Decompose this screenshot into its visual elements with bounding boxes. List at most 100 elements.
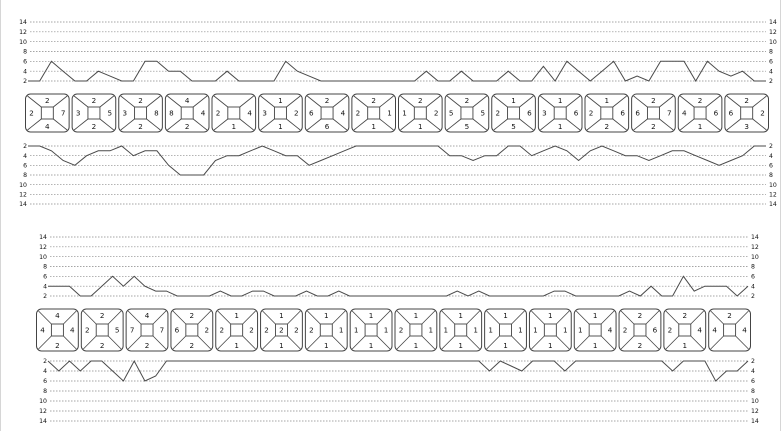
lower-tooth-diagonal-10-2 — [441, 335, 456, 350]
lower-tooth-12: 1 1 1 1 — [528, 308, 572, 352]
lower-tooth-diagonal-8-2 — [351, 335, 366, 350]
lower-tooth-diagonal-4-1 — [197, 310, 212, 325]
lower-tooth-14-top: 2 — [638, 311, 643, 320]
lower-tooth-diagonal-2-3 — [107, 335, 122, 350]
upper-top-probing-line — [28, 60, 766, 82]
upper-tooth-diagonal-13-0 — [586, 95, 602, 108]
lower-tooth-3-bottom: 2 — [145, 341, 150, 350]
upper-tooth-diagonal-12-0 — [540, 95, 555, 108]
upper-tooth-diagonal-7-2 — [307, 118, 322, 131]
lower-top-scale-right-10: 10 — [751, 254, 759, 261]
lower-tooth-4-bottom: 2 — [190, 341, 195, 350]
lower-tooth-diagonal-11-2 — [486, 335, 500, 350]
lower-tooth-15: 212 4 — [663, 308, 707, 352]
lower-tooth-14: 2 2 2 6 — [618, 308, 662, 352]
upper-tooth-diagonal-6-1 — [286, 95, 301, 108]
upper-tooth-13: 1 2 2 6 — [584, 93, 630, 133]
lower-bottom-scale-right-4: 4 — [751, 368, 755, 375]
upper-tooth-diagonal-12-3 — [565, 118, 581, 131]
upper-tooth-center-3 — [134, 106, 148, 120]
upper-tooth-diagonal-16-3 — [752, 118, 767, 131]
lower-tooth-diagonal-12-2 — [531, 335, 545, 350]
upper-tooth-diagonal-10-3 — [472, 118, 487, 131]
upper-tooth-diagonal-12-1 — [565, 95, 581, 108]
upper-tooth-11-bottom: 5 — [511, 122, 516, 131]
lower-tooth-4-right: 2 — [204, 326, 209, 335]
upper-tooth-diagonal-14-1 — [659, 95, 674, 108]
lower-tooth-diagonal-13-3 — [600, 335, 615, 350]
upper-tooth-diagonal-1-1 — [53, 95, 68, 108]
upper-tooth-3-top: 2 — [138, 96, 143, 105]
upper-tooth-diagonal-10-1 — [472, 95, 487, 108]
lower-tooth-center-1 — [50, 323, 64, 337]
upper-top-scale-right-4: 4 — [769, 68, 773, 75]
upper-bottom-scale-left-8: 8 — [23, 172, 27, 179]
lower-tooth-11-right: 1 — [518, 326, 523, 335]
lower-tooth-16-left: 4 — [712, 326, 717, 335]
lower-tooth-diagonal-1-1 — [63, 310, 77, 325]
lower-tooth-center-4 — [185, 323, 199, 337]
upper-tooth-diagonal-2-0 — [73, 95, 89, 108]
lower-top-scale-right-6: 6 — [751, 274, 755, 281]
upper-tooth-5-bottom: 1 — [232, 122, 237, 131]
upper-tooth-8-right: 1 — [387, 109, 392, 118]
lower-tooth-diagonal-9-3 — [421, 335, 436, 350]
lower-tooth-diagonal-6-2 — [262, 335, 276, 350]
upper-tooth-diagonal-16-0 — [726, 95, 741, 108]
lower-tooth-5: 1 1 2 2 — [215, 308, 259, 352]
upper-tooth-diagonal-3-3 — [146, 118, 161, 131]
lower-tooth-4: 226 2 — [170, 308, 214, 352]
lower-tooth-6-left: 2 — [264, 326, 269, 335]
lower-tooth-diagonal-16-2 — [710, 335, 724, 350]
upper-tooth-diagonal-9-0 — [400, 95, 415, 108]
upper-tooth-8-left: 2 — [356, 109, 361, 118]
lower-bottom-scale-left-4: 4 — [43, 368, 47, 375]
lower-tooth-diagonal-7-1 — [331, 310, 346, 325]
upper-tooth-4: 4 2 8 4 — [164, 93, 210, 133]
lower-tooth-6: 1 1 2 2 2 — [260, 308, 303, 352]
lower-tooth-center-3 — [140, 323, 154, 337]
lower-tooth-2-top: 2 — [100, 311, 105, 320]
upper-tooth-8-bottom: 1 — [371, 122, 376, 131]
upper-tooth-diagonal-10-0 — [446, 95, 462, 108]
upper-tooth-7-right: 4 — [341, 109, 346, 118]
upper-tooth-9: 2 1 1 2 — [398, 93, 443, 133]
lower-top-scale-right-2: 2 — [751, 293, 755, 300]
upper-bottom-scale-right-2: 2 — [769, 143, 773, 150]
upper-tooth-9-right: 2 — [434, 109, 439, 118]
upper-tooth-5-right: 4 — [247, 109, 252, 118]
upper-tooth-diagonal-13-2 — [586, 118, 602, 131]
upper-tooth-diagonal-8-0 — [353, 95, 368, 108]
upper-bottom-scale-right-10: 10 — [769, 182, 777, 189]
upper-tooth-13-left: 2 — [589, 109, 594, 118]
upper-tooth-11-right: 6 — [527, 109, 532, 118]
upper-top-scale-right-10: 10 — [769, 39, 777, 46]
lower-tooth-diagonal-1-3 — [63, 335, 77, 350]
lower-tooth-diagonal-11-0 — [486, 310, 500, 325]
upper-tooth-diagonal-14-0 — [633, 95, 648, 108]
lower-bottom-scale-left-6: 6 — [43, 378, 47, 385]
upper-tooth-15: 2 1 4 6 — [677, 93, 723, 133]
lower-tooth-center-2 — [95, 323, 109, 337]
upper-tooth-4-bottom: 2 — [185, 122, 190, 131]
lower-tooth-diagonal-16-1 — [735, 310, 749, 325]
lower-top-probing-chart: 14 14 12 12 10 10 8 8 6 6 4 4 2 2 — [39, 234, 759, 300]
upper-tooth-diagonal-3-1 — [146, 95, 161, 108]
lower-tooth-diagonal-1-0 — [38, 310, 52, 325]
upper-tooth-7-bottom: 6 — [325, 122, 330, 131]
lower-tooth-diagonal-4-2 — [172, 335, 187, 350]
lower-tooth-10-left: 1 — [444, 326, 449, 335]
upper-tooth-7-top: 2 — [325, 96, 330, 105]
upper-bottom-scale-left-4: 4 — [23, 153, 27, 160]
lower-top-scale-left-6: 6 — [43, 274, 47, 281]
lower-top-scale-left-12: 12 — [39, 244, 47, 251]
upper-tooth-center-1 — [40, 106, 54, 120]
lower-tooth-1-right: 4 — [70, 326, 75, 335]
lower-tooth-14-right: 6 — [653, 326, 658, 335]
lower-tooth-diagonal-16-3 — [735, 335, 749, 350]
lower-tooth-center-11 — [499, 323, 512, 337]
lower-tooth-13: 1 1 1 4 — [573, 308, 617, 352]
lower-tooth-7-bottom: 1 — [324, 341, 329, 350]
lower-tooth-1-top: 4 — [55, 311, 60, 320]
